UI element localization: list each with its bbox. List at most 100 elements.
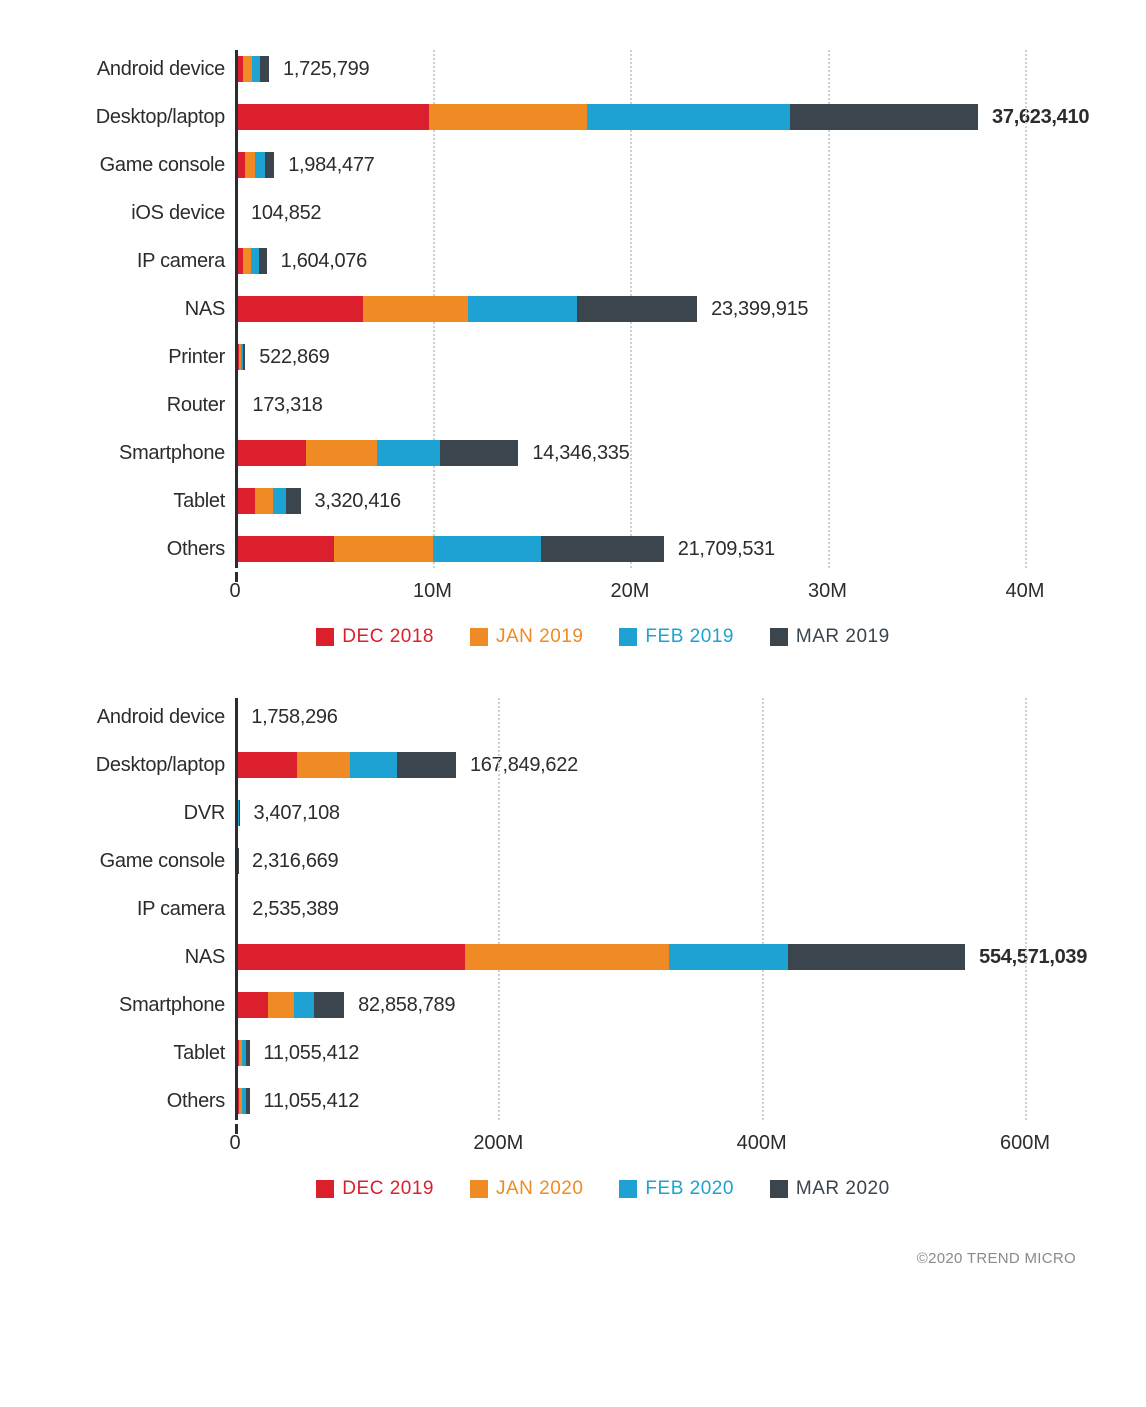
bar-segment [363,296,468,322]
bar-segment [235,440,306,466]
legend-label: JAN 2019 [496,626,583,648]
bar-stack [235,488,301,514]
category-label: Smartphone [60,442,225,465]
bar-segment [265,152,275,178]
legend-swatch [470,1180,488,1198]
y-axis-line [235,50,238,568]
bar-stack [235,944,965,970]
value-label: 2,535,389 [252,898,338,921]
legend-label: DEC 2019 [342,1178,434,1200]
legend-swatch [316,628,334,646]
category-label: iOS device [60,202,225,225]
legend-item: FEB 2020 [619,1178,734,1200]
category-label: Printer [60,346,225,369]
category-label: Desktop/laptop [60,106,225,129]
category-label: Others [60,538,225,561]
bar-stack [235,56,269,82]
legend-label: MAR 2020 [796,1178,890,1200]
legend-swatch [470,628,488,646]
category-label: Desktop/laptop [60,754,225,777]
bar-segment [468,296,577,322]
value-label: 82,858,789 [358,994,455,1017]
bar-segment [235,992,268,1018]
bar-segment [790,104,978,130]
value-label: 14,346,335 [532,442,629,465]
value-label: 37,623,410 [992,106,1089,129]
bar-segment [440,440,518,466]
bar-row: Desktop/laptop167,849,622 [235,746,1026,784]
bar-segment [587,104,790,130]
x-axis-tick-label: 600M [1000,1132,1050,1155]
x-axis-tick-label: 200M [473,1132,523,1155]
legend-item: JAN 2020 [470,1178,583,1200]
bar-segment [577,296,697,322]
bar-segment [245,152,255,178]
category-label: IP camera [60,250,225,273]
category-label: Android device [60,706,225,729]
bar-segment [350,752,397,778]
bar-segment [465,944,669,970]
chart-top: Android device1,725,799Desktop/laptop37,… [60,50,1086,648]
value-label: 3,320,416 [315,490,401,513]
bar-stack [235,296,697,322]
value-label: 1,758,296 [251,706,337,729]
value-label: 3,407,108 [253,802,339,825]
legend-label: FEB 2020 [645,1178,734,1200]
category-label: NAS [60,946,225,969]
x-axis-tick-label: 0 [229,1132,240,1155]
value-label: 23,399,915 [711,298,808,321]
legend-swatch [619,628,637,646]
legend-item: MAR 2020 [770,1178,890,1200]
bar-row: Android device1,758,296 [235,698,1026,736]
category-label: Game console [60,850,225,873]
x-axis-tick-label: 0 [229,580,240,603]
legend-item: FEB 2019 [619,626,734,648]
bar-segment [251,248,259,274]
bar-segment [429,104,587,130]
bar-segment [255,152,265,178]
value-label: 167,849,622 [470,754,578,777]
bar-stack [235,104,978,130]
value-label: 173,318 [252,394,322,417]
chart-bottom: Android device1,758,296Desktop/laptop167… [60,698,1086,1200]
bar-row: DVR3,407,108 [235,794,1026,832]
bar-stack [235,248,267,274]
legend-item: MAR 2019 [770,626,890,648]
gridline [762,698,764,1120]
bar-segment [377,440,440,466]
bar-stack [235,992,344,1018]
legend-swatch [770,628,788,646]
legend-label: JAN 2020 [496,1178,583,1200]
bar-row: IP camera2,535,389 [235,890,1026,928]
x-axis-tick-label: 400M [737,1132,787,1155]
chart-top-legend: DEC 2018JAN 2019FEB 2019MAR 2019 [120,626,1086,648]
value-label: 554,571,039 [979,946,1087,969]
value-label: 522,869 [259,346,329,369]
y-axis-line [235,698,238,1120]
bar-segment [334,536,433,562]
x-axis-tick-label: 40M [1006,580,1045,603]
value-label: 2,316,669 [252,850,338,873]
bar-segment [246,1088,249,1114]
value-label: 21,709,531 [678,538,775,561]
category-label: Router [60,394,225,417]
value-label: 1,604,076 [281,250,367,273]
bar-stack [235,752,456,778]
legend-label: FEB 2019 [645,626,734,648]
x-axis-tick-label: 10M [413,580,452,603]
category-label: Smartphone [60,994,225,1017]
category-label: Others [60,1090,225,1113]
bar-segment [255,488,273,514]
bar-row: Others11,055,412 [235,1082,1026,1120]
gridline [1025,698,1027,1120]
bar-segment [297,752,350,778]
category-label: Tablet [60,490,225,513]
footer-copyright: ©2020 TREND MICRO [60,1250,1076,1267]
legend-item: JAN 2019 [470,626,583,648]
value-label: 1,984,477 [288,154,374,177]
category-label: DVR [60,802,225,825]
bar-segment [235,944,465,970]
category-label: Android device [60,58,225,81]
chart-bottom-x-axis: 0200M400M600M [235,1130,1026,1160]
bar-segment [541,536,664,562]
